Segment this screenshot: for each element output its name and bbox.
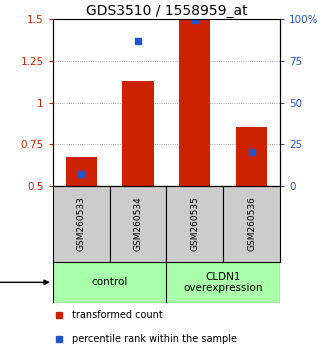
Title: GDS3510 / 1558959_at: GDS3510 / 1558959_at <box>85 5 247 18</box>
Text: transformed count: transformed count <box>72 310 163 320</box>
Bar <box>166 186 223 262</box>
Text: percentile rank within the sample: percentile rank within the sample <box>72 333 237 343</box>
Text: GSM260536: GSM260536 <box>247 196 256 251</box>
Bar <box>179 19 211 186</box>
Bar <box>236 127 267 186</box>
Bar <box>53 186 109 262</box>
Text: GSM260535: GSM260535 <box>190 196 199 251</box>
Bar <box>66 157 97 186</box>
Text: GSM260534: GSM260534 <box>133 196 142 251</box>
Text: GSM260533: GSM260533 <box>77 196 86 251</box>
Bar <box>109 186 166 262</box>
Text: control: control <box>92 277 128 287</box>
Text: CLDN1
overexpression: CLDN1 overexpression <box>183 272 263 293</box>
Bar <box>223 186 280 262</box>
Bar <box>122 81 154 186</box>
